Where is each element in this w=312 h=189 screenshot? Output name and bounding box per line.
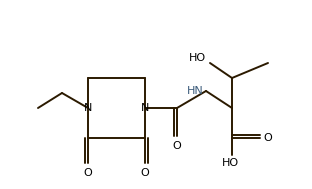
Text: O: O: [173, 141, 181, 151]
Text: HO: HO: [189, 53, 206, 63]
Text: HN: HN: [187, 86, 204, 96]
Text: HO: HO: [222, 158, 239, 168]
Text: O: O: [141, 168, 149, 178]
Text: O: O: [84, 168, 92, 178]
Text: N: N: [84, 103, 92, 113]
Text: N: N: [141, 103, 149, 113]
Text: O: O: [264, 133, 272, 143]
